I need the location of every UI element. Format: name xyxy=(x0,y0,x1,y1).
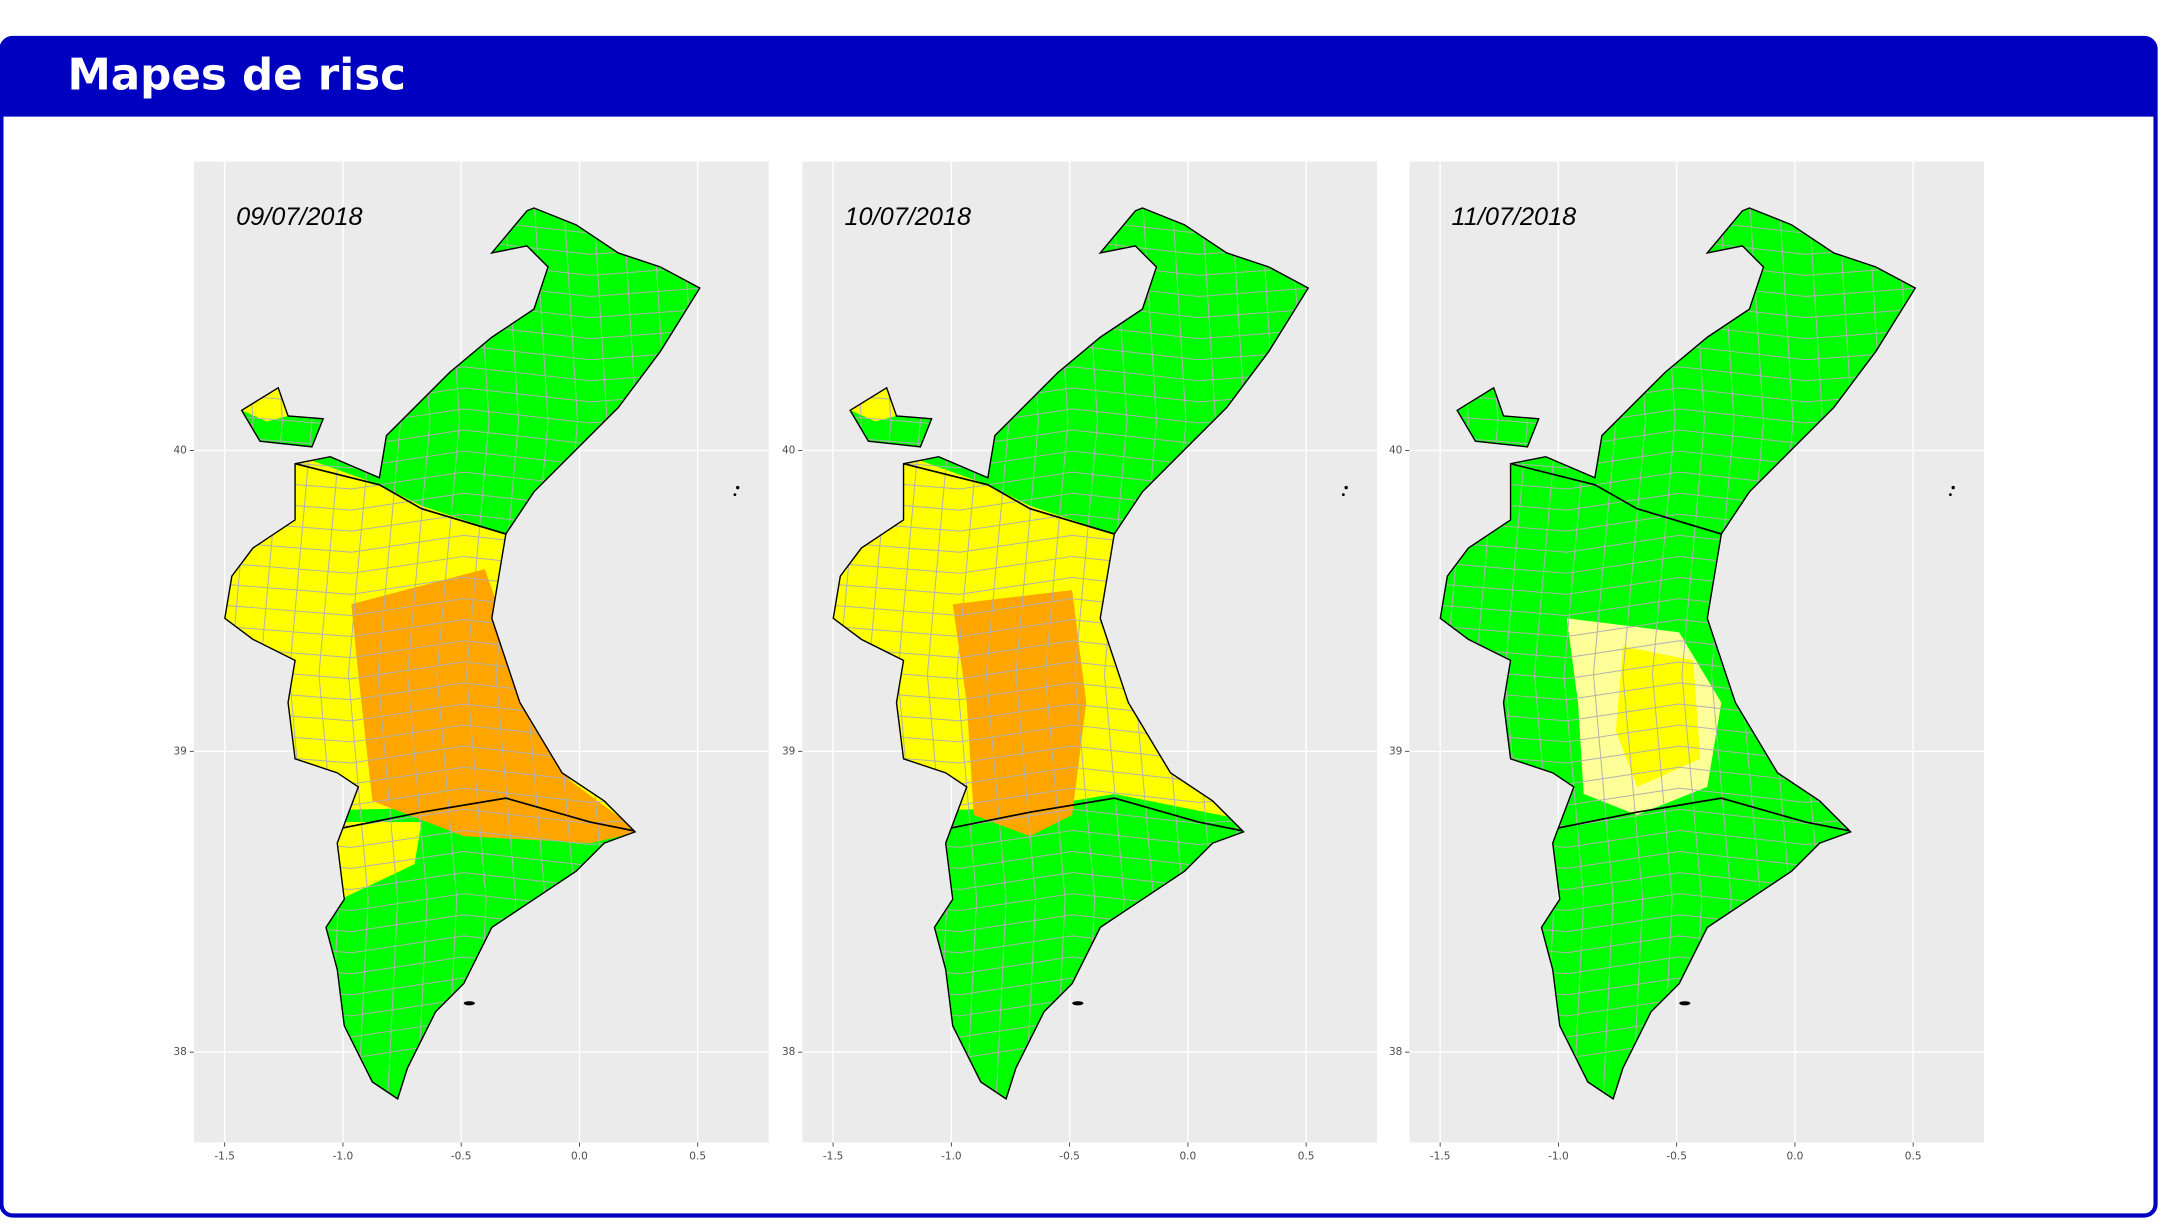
region-outline xyxy=(240,386,325,448)
header-bar xyxy=(1,37,2156,117)
x-tick-label: -1.0 xyxy=(1548,1150,1569,1162)
risk-zone xyxy=(850,387,897,422)
x-tick-label: 0.0 xyxy=(1179,1150,1196,1162)
island xyxy=(1072,1001,1084,1006)
map-panel: -1.5 -1.0 -0.5 0.0 0.5 38 39 40 10/07/2018 xyxy=(782,161,1378,1162)
x-tick-label: -1.0 xyxy=(941,1150,962,1162)
region-outline xyxy=(224,207,701,1100)
y-tick-label: 38 xyxy=(1389,1046,1402,1058)
x-tick-label: 0.5 xyxy=(689,1150,706,1162)
risk-zone xyxy=(1457,387,1504,422)
province-border xyxy=(337,797,640,833)
slide-title: Mapes de risc xyxy=(67,50,406,100)
island xyxy=(733,493,737,497)
x-tick-label: 0.0 xyxy=(571,1150,588,1162)
x-tick-label: -0.5 xyxy=(1059,1150,1080,1162)
x-tick-label: -0.5 xyxy=(1666,1150,1687,1162)
x-tick-label: -1.0 xyxy=(333,1150,354,1162)
island xyxy=(1948,493,1952,497)
x-tick-label: -0.5 xyxy=(451,1150,472,1162)
island xyxy=(1341,493,1345,497)
island xyxy=(736,485,740,490)
y-tick-label: 39 xyxy=(782,745,795,757)
x-tick-label: 0.5 xyxy=(1298,1150,1315,1162)
date-label: 10/07/2018 xyxy=(845,203,972,231)
y-tick-label: 38 xyxy=(173,1046,186,1058)
island xyxy=(1951,485,1955,490)
x-tick-label: -1.5 xyxy=(214,1150,235,1162)
y-tick-label: 38 xyxy=(782,1046,795,1058)
y-tick-label: 40 xyxy=(173,444,186,456)
region-outline xyxy=(849,386,933,448)
x-tick-label: -1.5 xyxy=(823,1150,844,1162)
date-label: 09/07/2018 xyxy=(236,203,363,231)
x-tick-label: 0.0 xyxy=(1787,1150,1804,1162)
province-border xyxy=(945,797,1248,833)
risk-zone xyxy=(351,569,640,844)
y-tick-label: 40 xyxy=(1389,444,1402,456)
region-outline xyxy=(1439,207,1917,1100)
island xyxy=(1679,1001,1691,1006)
map-panel: -1.5 -1.0 -0.5 0.0 0.5 38 39 40 09/07/2018 xyxy=(173,161,769,1162)
x-tick-label: 0.5 xyxy=(1905,1150,1922,1162)
island xyxy=(1344,485,1348,490)
region-outline xyxy=(832,207,1310,1100)
island xyxy=(463,1001,475,1006)
province-border xyxy=(1552,797,1855,833)
y-tick-label: 39 xyxy=(173,745,186,757)
y-tick-label: 40 xyxy=(782,444,795,456)
map-panel: -1.5 -1.0 -0.5 0.0 0.5 38 39 40 11/07/2018 xyxy=(1389,161,1985,1162)
y-tick-label: 39 xyxy=(1389,745,1402,757)
date-label: 11/07/2018 xyxy=(1452,203,1577,231)
x-tick-label: -1.5 xyxy=(1430,1150,1451,1162)
risk-zone xyxy=(241,387,289,422)
risk-zone xyxy=(330,822,422,903)
region-outline xyxy=(1456,386,1540,448)
risk-zone xyxy=(1615,646,1701,787)
